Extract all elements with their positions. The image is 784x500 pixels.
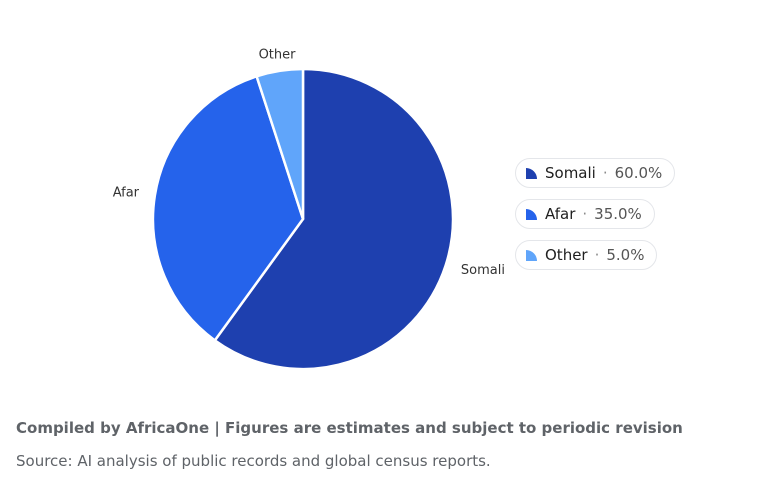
legend-separator: · (582, 205, 588, 223)
legend-label: Somali (545, 164, 596, 182)
legend-swatch-icon (526, 208, 537, 220)
pie-chart: Somali Afar Other (113, 48, 505, 371)
legend-item-somali[interactable]: Somali · 60.0% (515, 158, 676, 188)
legend-swatch-icon (526, 249, 537, 261)
legend-value: 5.0% (606, 246, 645, 264)
slice-label-afar: Afar (113, 186, 140, 201)
legend-swatch-icon (526, 167, 537, 179)
pie-slice-other[interactable] (255, 67, 305, 221)
footer-source: Source: AI analysis of public records an… (16, 452, 491, 470)
footer-note: Compiled by AfricaOne | Figures are esti… (16, 419, 683, 437)
legend-item-other[interactable]: Other · 5.0% (515, 240, 658, 270)
legend-label: Afar (545, 205, 576, 223)
legend-separator: · (594, 246, 600, 264)
legend-separator: · (602, 164, 608, 182)
pie-slice-afar[interactable] (151, 75, 305, 342)
legend-label: Other (545, 246, 588, 264)
slice-label-somali: Somali (461, 263, 505, 278)
pie-slice-somali[interactable] (213, 67, 455, 371)
legend-value: 60.0% (614, 164, 663, 182)
chart-legend: Somali · 60.0% Afar · 35.0% Other · 5.0% (515, 158, 676, 270)
slice-label-other: Other (259, 48, 297, 63)
legend-value: 35.0% (594, 205, 642, 223)
legend-item-afar[interactable]: Afar · 35.0% (515, 199, 655, 229)
